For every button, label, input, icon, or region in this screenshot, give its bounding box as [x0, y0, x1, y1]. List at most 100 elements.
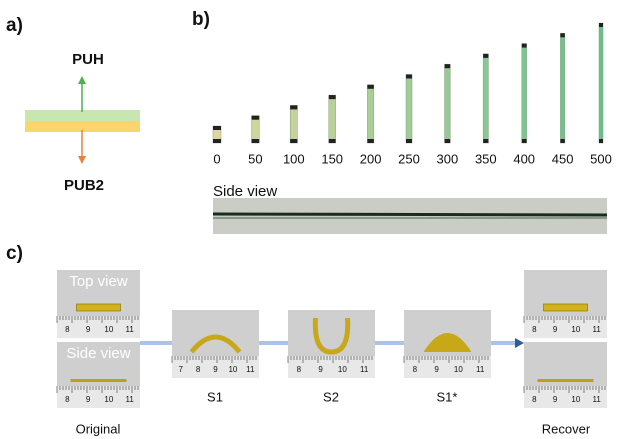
- ruler-number: 11: [125, 325, 134, 334]
- view-label: Top view: [69, 273, 128, 290]
- caption: S1: [207, 389, 223, 404]
- sample: [76, 303, 121, 312]
- strip: [251, 115, 260, 144]
- strain-label: 100: [283, 151, 305, 166]
- clamp: [521, 139, 527, 143]
- clamp: [406, 139, 412, 143]
- clamp: [290, 105, 298, 110]
- ruler-number: 9: [553, 395, 558, 404]
- ruler: [524, 386, 607, 408]
- ruler-number: 9: [318, 365, 323, 374]
- clamp: [367, 139, 374, 143]
- ruler-number: 8: [532, 325, 537, 334]
- arrow-head: [78, 156, 86, 164]
- clamp: [251, 115, 260, 120]
- arrow-head: [515, 338, 524, 348]
- clamp: [599, 139, 603, 143]
- sample: [537, 379, 594, 382]
- layer-label: PUH: [72, 51, 104, 68]
- clamp: [521, 43, 527, 48]
- ruler-number: 10: [571, 395, 580, 404]
- ruler-number: 10: [104, 395, 113, 404]
- clamp: [406, 74, 412, 79]
- ruler-number: 11: [476, 365, 485, 374]
- clamp: [560, 33, 565, 38]
- panel-label: c): [6, 243, 23, 264]
- ruler-number: 9: [434, 365, 439, 374]
- ruler: [288, 356, 375, 378]
- ruler-number: 8: [65, 325, 70, 334]
- ruler-number: 8: [532, 395, 537, 404]
- caption: Original: [76, 421, 121, 436]
- strain-label: 400: [513, 151, 535, 166]
- strip: [560, 33, 566, 144]
- clamp: [483, 139, 489, 143]
- strip: [598, 22, 604, 144]
- strain-label: 50: [248, 151, 262, 166]
- strain-label: 200: [360, 151, 382, 166]
- strain-label: 250: [398, 151, 420, 166]
- ruler-number: 8: [413, 365, 418, 374]
- clamp: [328, 95, 336, 100]
- side-view-label: Side view: [213, 183, 277, 200]
- ruler-number: 8: [65, 395, 70, 404]
- layer-label: PUB2: [64, 177, 104, 194]
- ruler-number: 10: [454, 365, 463, 374]
- ruler: [404, 356, 491, 378]
- strip: [367, 84, 375, 144]
- strain-label: 0: [213, 151, 220, 166]
- strip: [482, 53, 489, 144]
- ruler: [57, 386, 140, 408]
- strain-label: 500: [590, 151, 612, 166]
- clamp: [444, 139, 451, 143]
- ruler-number: 10: [104, 325, 113, 334]
- caption: S1*: [437, 389, 458, 404]
- clamp: [367, 84, 374, 89]
- sample: [70, 379, 127, 382]
- clamp: [444, 64, 451, 69]
- clamp: [483, 53, 489, 58]
- clamp: [599, 23, 603, 27]
- ruler-number: 11: [246, 365, 255, 374]
- caption: Recover: [542, 421, 591, 436]
- strain-label: 350: [475, 151, 497, 166]
- strip: [328, 94, 336, 144]
- clamp: [213, 139, 221, 143]
- ruler-number: 9: [213, 365, 218, 374]
- ruler-number: 8: [196, 365, 201, 374]
- strain-label: 150: [321, 151, 343, 166]
- ruler-number: 11: [125, 395, 134, 404]
- clamp: [328, 139, 336, 143]
- panel-label: a): [6, 15, 23, 36]
- ruler: [524, 316, 607, 338]
- arrow-head: [78, 76, 86, 84]
- view-label: Side view: [66, 345, 130, 362]
- clamp: [213, 126, 221, 130]
- strip: [444, 63, 451, 144]
- ruler-number: 9: [86, 325, 91, 334]
- ruler: [57, 316, 140, 338]
- clamp: [560, 139, 565, 143]
- pub2-layer: [25, 121, 140, 132]
- clamp: [251, 139, 260, 143]
- sample: [423, 333, 472, 352]
- ruler-number: 7: [178, 365, 183, 374]
- ruler: [172, 356, 259, 378]
- strip: [289, 105, 298, 144]
- caption: S2: [323, 389, 339, 404]
- ruler-number: 10: [338, 365, 347, 374]
- strip: [521, 43, 527, 144]
- ruler-number: 11: [592, 395, 601, 404]
- ruler-number: 9: [553, 325, 558, 334]
- sample: [543, 303, 588, 312]
- sample: [189, 334, 242, 354]
- ruler-number: 10: [228, 365, 237, 374]
- ruler-number: 11: [360, 365, 369, 374]
- puh-layer: [25, 110, 140, 121]
- clamp: [290, 139, 298, 143]
- strain-label: 450: [552, 151, 574, 166]
- strip-side: [212, 212, 608, 217]
- ruler-number: 10: [571, 325, 580, 334]
- ruler-number: 8: [297, 365, 302, 374]
